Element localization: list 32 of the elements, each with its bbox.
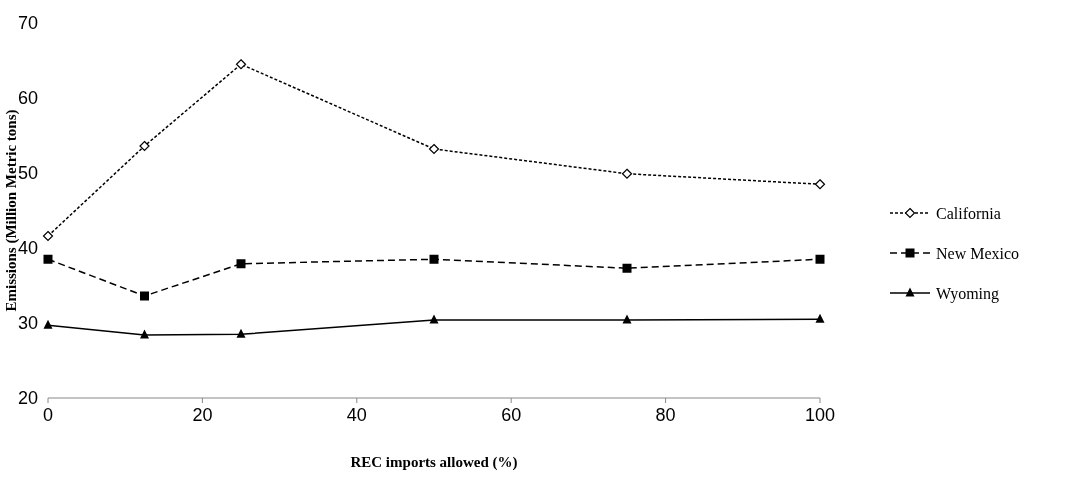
point (814, 179, 826, 190)
x-tick-label: 0 (42, 405, 54, 425)
y-tick-label: 60 (17, 88, 38, 109)
point (43, 254, 53, 264)
x-axis-title: REC imports allowed (%) (350, 454, 518, 471)
legend-label: Wyoming (936, 284, 1000, 303)
point (429, 254, 439, 264)
point (140, 291, 149, 301)
x-tick-label: 80 (655, 405, 676, 425)
point (429, 314, 439, 324)
y-tick-label: 50 (17, 163, 38, 184)
legend-label: California (936, 204, 1001, 222)
point (815, 313, 825, 323)
point (621, 168, 633, 179)
point (815, 254, 825, 264)
point (236, 259, 246, 269)
point (43, 319, 53, 329)
x-tick-label: 60 (501, 405, 522, 425)
point (622, 314, 632, 324)
point (236, 328, 246, 338)
point (42, 230, 54, 242)
point (622, 263, 632, 273)
y-tick-label: 20 (17, 388, 38, 409)
point (140, 329, 149, 339)
legend-label: New Mexico (936, 244, 1020, 262)
x-tick-label: 40 (346, 405, 367, 425)
x-tick-label: 20 (192, 405, 213, 425)
x-tick-label: 100 (804, 405, 836, 425)
y-tick-label: 70 (17, 13, 38, 34)
y-tick-label: 30 (17, 313, 38, 334)
point (235, 59, 247, 70)
point (428, 143, 440, 155)
